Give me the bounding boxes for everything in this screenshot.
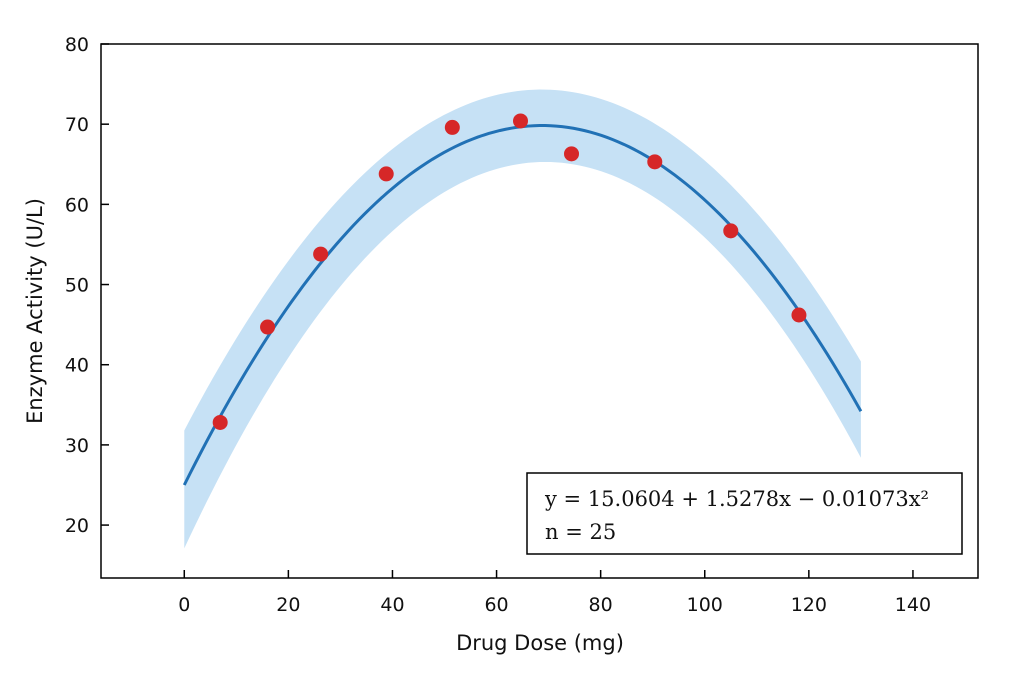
- data-point: [723, 223, 739, 239]
- x-tick-label: 120: [791, 594, 827, 616]
- x-tick-label: 40: [380, 594, 404, 616]
- x-tick-label: 140: [895, 594, 931, 616]
- confidence-band: [184, 89, 861, 549]
- y-ticks: 20 30 40 50 60 70 80: [65, 34, 109, 537]
- data-point: [378, 166, 394, 182]
- sample-size-text: n = 25: [545, 520, 616, 544]
- data-point: [260, 319, 276, 335]
- confidence-band-layer: [184, 89, 861, 549]
- y-tick-label: 50: [65, 275, 89, 297]
- x-tick-label: 80: [589, 594, 613, 616]
- x-tick-label: 100: [687, 594, 723, 616]
- plot-frame: [100, 43, 979, 579]
- data-point: [647, 154, 663, 170]
- equation-box: y = 15.0604 + 1.5278x − 0.01073x² n = 25: [526, 472, 963, 555]
- y-axis-label: Enzyme Activity (U/L): [23, 198, 47, 424]
- x-tick-label: 20: [276, 594, 300, 616]
- x-tick-label: 60: [484, 594, 508, 616]
- y-tick-label: 70: [65, 114, 89, 136]
- equation-text: y = 15.0604 + 1.5278x − 0.01073x²: [544, 487, 929, 511]
- x-ticks: 0 20 40 60 80 100 120 140: [178, 570, 931, 616]
- y-tick-label: 30: [65, 435, 89, 457]
- y-tick-label: 60: [65, 194, 89, 216]
- data-point: [212, 414, 228, 430]
- data-points: [212, 113, 807, 430]
- y-tick-label: 20: [65, 515, 89, 537]
- data-point: [444, 119, 460, 135]
- data-point: [513, 113, 529, 129]
- x-tick-label: 0: [178, 594, 190, 616]
- data-point: [564, 146, 580, 162]
- y-tick-label: 40: [65, 355, 89, 377]
- x-axis-label: Drug Dose (mg): [456, 631, 624, 655]
- y-tick-label: 80: [65, 34, 89, 56]
- data-point: [313, 246, 329, 262]
- data-point: [791, 307, 807, 323]
